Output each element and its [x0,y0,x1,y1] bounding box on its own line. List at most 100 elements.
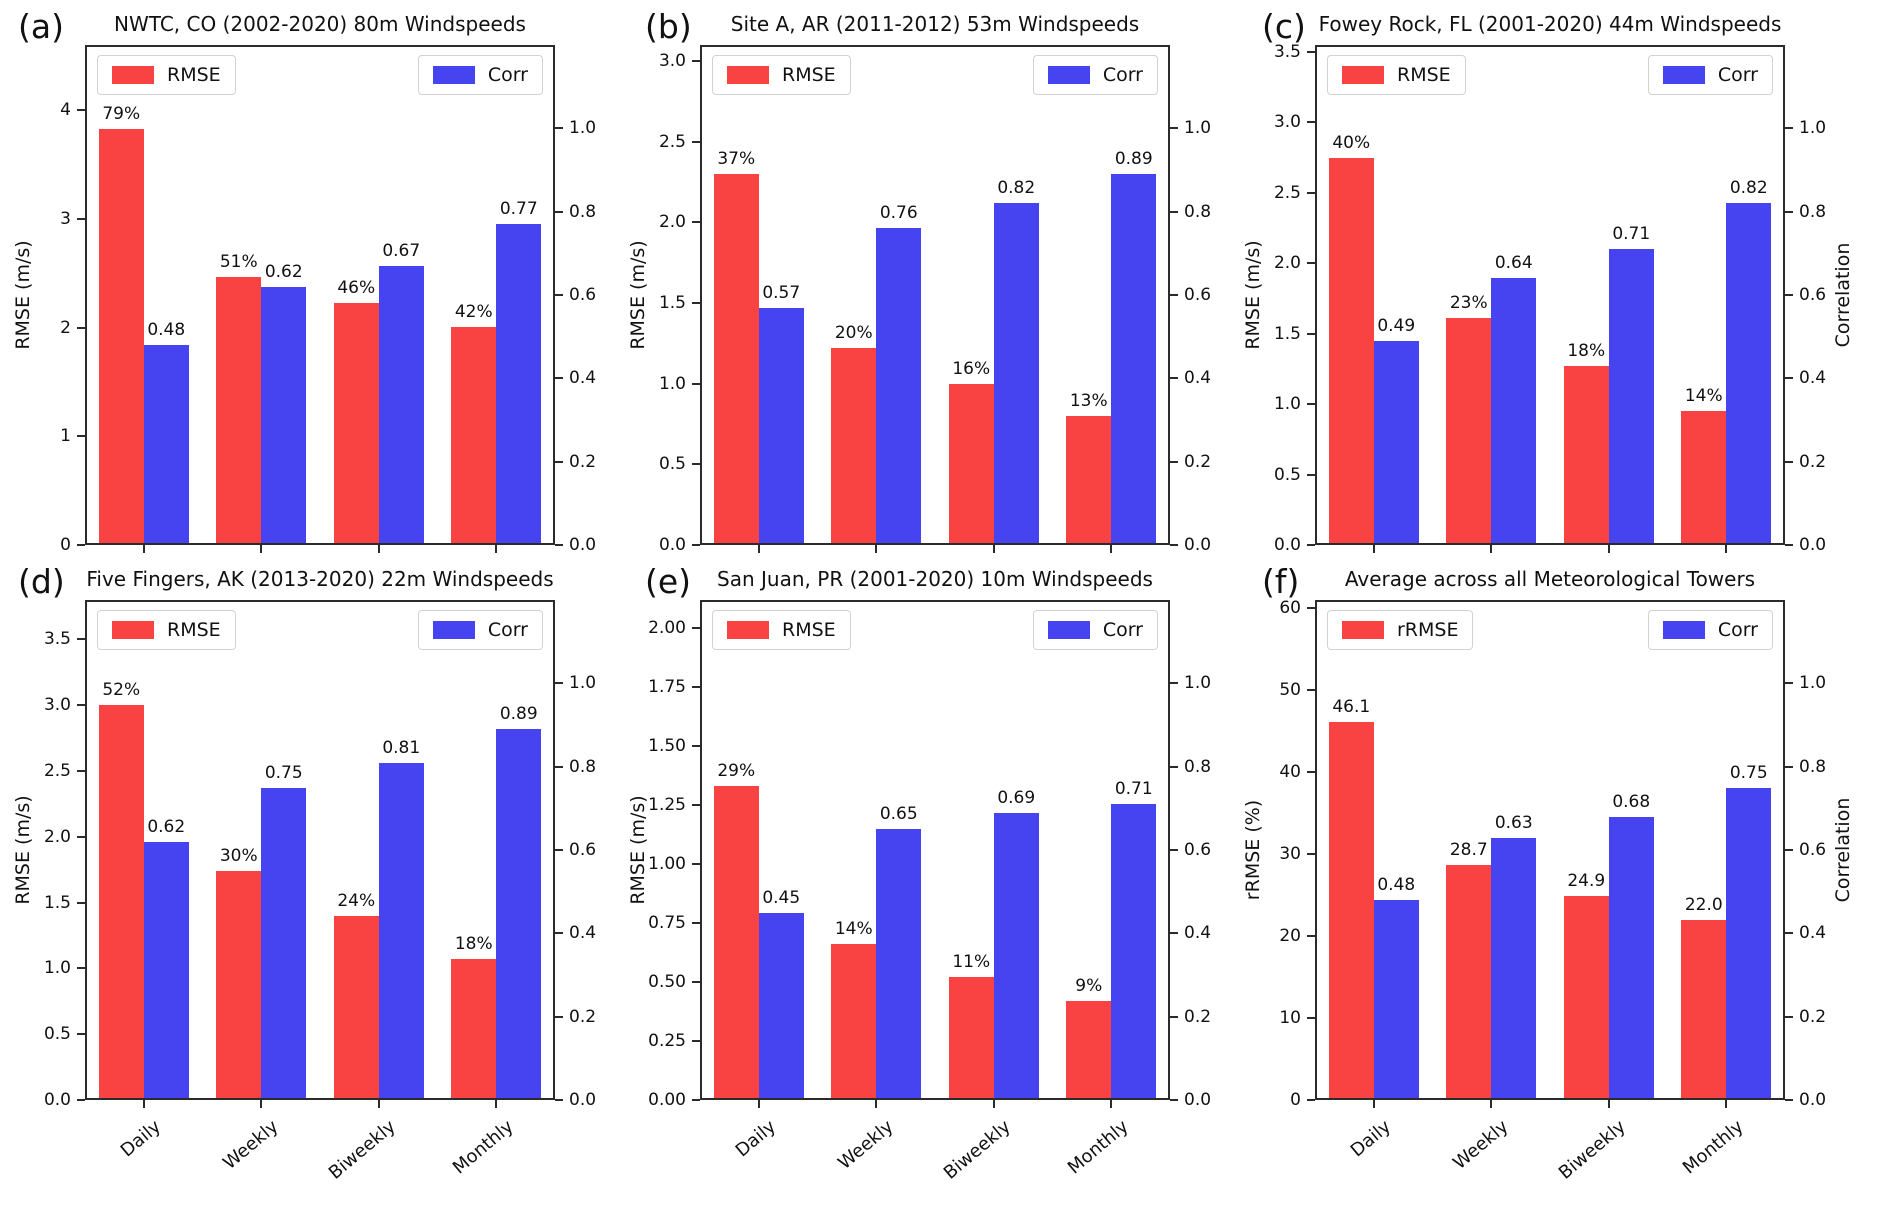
corr-bar-value: 0.75 [264,762,303,783]
left-axis-tick-label: 0.0 [1273,535,1301,555]
left-axis-tick [77,217,85,220]
left-axis-tick-label: 1.5 [43,892,71,913]
x-axis-tick-label: Biweekly [325,1116,401,1184]
rmse-bar [1066,415,1112,543]
corr-bar [1111,174,1157,543]
right-axis-tick-label: 0.4 [569,923,597,944]
right-axis-tick [1785,127,1793,130]
right-axis-tick-label: 1.0 [1184,673,1212,694]
left-axis-tick-label: 1.5 [1273,323,1301,344]
right-axis-tick [1170,932,1178,935]
left-axis-tick-label: 0.5 [43,1024,71,1045]
left-axis-tick-label: 2.0 [658,212,686,233]
x-axis-tick [1490,1100,1493,1108]
x-axis-tick-label: Daily [731,1116,781,1162]
corr-bar [1491,837,1537,1098]
left-axis-label: RMSE (m/s) [12,795,34,905]
right-axis-tick [1785,377,1793,380]
right-axis-tick [555,1015,563,1018]
left-axis-tick [77,435,85,438]
left-axis-tick-label: 4 [60,100,71,121]
left-axis-tick [692,863,700,866]
corr-bar-value: 0.76 [879,203,918,224]
corr-bar [758,307,804,543]
rmse-bar [451,959,497,1098]
legend-rmse: RMSE [1327,55,1466,95]
corr-bar [496,224,542,543]
right-axis-tick-label: 0.6 [569,840,597,860]
right-axis-tick [1785,1099,1793,1101]
left-axis-tick-label: 1.75 [648,677,686,698]
right-axis-tick-label: 0.8 [1799,201,1827,222]
left-axis-tick-label: 0.75 [648,913,686,934]
x-axis-tick [1607,545,1610,553]
left-axis-tick-label: 0.0 [43,1090,71,1110]
left-axis-tick-label: 10 [1279,1008,1301,1029]
right-axis-tick [1170,544,1178,546]
x-axis-tick [260,1100,263,1108]
chart-title: Fowey Rock, FL (2001-2020) 44m Windspeed… [1318,12,1782,36]
corr-bar [378,265,424,543]
left-axis-tick [1307,607,1315,610]
corr-legend-swatch [1662,66,1705,84]
corr-legend-swatch [1047,66,1090,84]
left-axis-tick-label: 3.5 [1273,42,1301,63]
rmse-bar-value: 46% [337,277,376,298]
rmse-bar-value: 29% [717,761,756,782]
x-axis-tick [377,1100,380,1108]
rmse-bar-value: 30% [219,846,258,867]
legend-corr: Corr [1032,55,1158,95]
rmse-legend-label: RMSE [782,64,836,86]
left-axis-tick [692,745,700,748]
rmse-bar [948,977,994,1098]
right-axis-tick-label: 1.0 [1799,118,1827,139]
corr-bar-value: 0.62 [147,816,186,837]
right-axis-tick-label: 0.8 [569,201,597,222]
corr-bar-value: 0.77 [499,199,538,220]
left-axis-tick-label: 40 [1279,762,1301,783]
x-axis-tick [1725,1100,1728,1108]
right-axis-tick [555,682,563,685]
left-axis-tick [77,901,85,904]
left-axis-tick [692,302,700,305]
panel-letter: (f) [1262,562,1300,601]
rmse-bar-value: 14% [834,919,873,940]
left-axis-tick-label: 0.0 [658,535,686,555]
left-axis-tick [692,1040,700,1043]
rmse-legend-swatch [1342,66,1384,84]
corr-bar [1373,900,1419,1098]
left-axis-tick [77,638,85,641]
x-axis-tick [1490,545,1493,553]
legend-rmse: RMSE [712,55,851,95]
rmse-bar-value: 20% [834,323,873,344]
x-axis-tick-label: Daily [116,1116,166,1162]
right-axis-tick-label: 0.6 [1184,285,1212,305]
corr-legend-swatch [1047,621,1090,639]
rmse-bar-value: 24.9 [1567,870,1606,891]
left-axis-tick-label: 3.0 [43,695,71,716]
corr-legend-label: Corr [487,64,528,86]
rmse-bar-value: 46.1 [1332,697,1371,718]
rmse-bar [1066,1000,1112,1098]
right-axis-tick-label: 0.2 [1799,451,1827,472]
corr-bar-value: 0.82 [1729,178,1768,199]
left-axis-tick-label: 1.50 [648,736,686,757]
right-axis-tick-label: 0.0 [569,1090,597,1110]
rmse-legend-label: RMSE [1397,64,1451,86]
rmse-bar [713,786,759,1098]
right-axis-tick [1170,1099,1178,1101]
legend-corr: Corr [417,610,543,650]
right-axis-tick-label: 0.4 [1184,923,1212,944]
left-axis-tick [1307,51,1315,54]
corr-bar [143,841,189,1098]
rmse-legend-swatch [727,621,769,639]
corr-legend-label: Corr [1717,619,1758,641]
rmse-bar-value: 37% [717,149,756,170]
right-axis-tick [1785,849,1793,851]
left-axis-tick [692,382,700,385]
left-axis-tick-label: 1.5 [658,293,686,314]
corr-bar [143,345,189,543]
right-axis-tick-label: 0.0 [1799,535,1827,555]
left-axis-tick-label: 2.00 [648,618,686,639]
